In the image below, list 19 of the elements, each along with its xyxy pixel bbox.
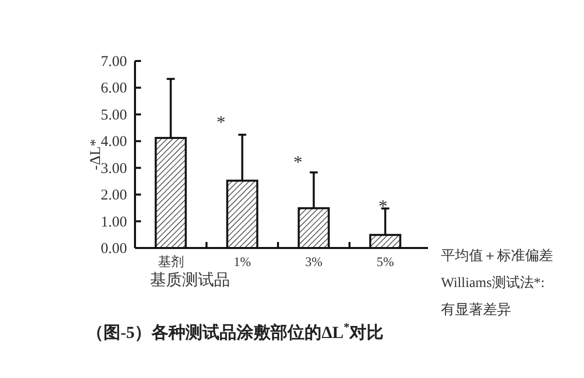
y-tick-label: 1.00 xyxy=(100,214,127,230)
annotation: * xyxy=(216,112,226,132)
text: （图-5）各种测试品涂敷部位的ΔL$^{*}$对比 xyxy=(86,320,384,342)
text: Williams测试法*: xyxy=(441,275,545,291)
y-tick-label: 2.00 xyxy=(100,188,127,204)
text: 基质测试品 xyxy=(150,271,230,289)
y-tick-label: 5.00 xyxy=(100,107,127,124)
x-tick-label: 基剂 xyxy=(158,254,184,269)
x-tick-label: 3% xyxy=(305,254,323,269)
y-tick-label: 3.00 xyxy=(100,160,127,177)
text: 平均值＋标准偏差 xyxy=(441,248,553,264)
text: 有显著差异 xyxy=(441,302,511,318)
x-tick-label: 1% xyxy=(234,254,252,269)
y-tick-label: 0.00 xyxy=(100,241,127,257)
x-tick-label: 5% xyxy=(376,254,394,269)
y-tick-label: 6.00 xyxy=(100,80,127,97)
annotation: * xyxy=(294,152,302,172)
annotation: * xyxy=(378,196,388,216)
y-tick-label: 7.00 xyxy=(100,54,127,70)
